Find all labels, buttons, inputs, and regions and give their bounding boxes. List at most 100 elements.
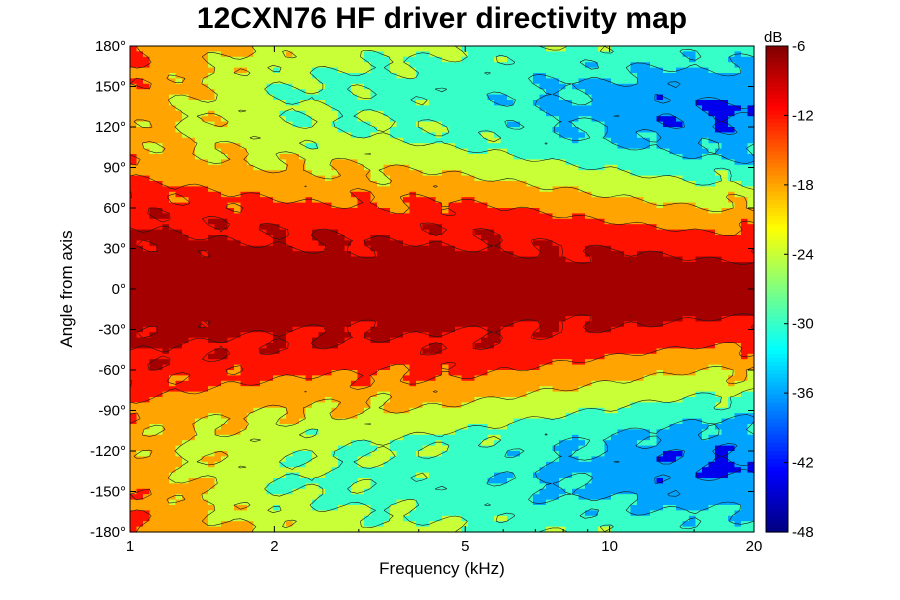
heatmap-cell xyxy=(689,154,697,160)
heatmap-cell xyxy=(279,191,287,198)
heatmap-cell xyxy=(312,213,320,220)
heatmap-cell xyxy=(299,181,307,187)
heatmap-cell xyxy=(240,294,248,301)
heatmap-cell xyxy=(240,116,248,123)
heatmap-cell xyxy=(299,116,307,123)
heatmap-cell xyxy=(676,245,684,252)
heatmap-cell xyxy=(149,89,157,96)
heatmap-cell xyxy=(214,143,222,150)
heatmap-cell xyxy=(513,51,521,58)
heatmap-cell xyxy=(208,170,216,177)
heatmap-cell xyxy=(455,181,463,187)
heatmap-cell xyxy=(741,186,749,193)
heatmap-cell xyxy=(559,62,567,69)
heatmap-cell xyxy=(539,148,547,155)
heatmap-cell xyxy=(455,256,463,263)
heatmap-cell xyxy=(507,148,515,155)
heatmap-cell xyxy=(533,294,541,301)
heatmap-cell xyxy=(188,186,196,193)
heatmap-cell xyxy=(650,132,658,139)
heatmap-cell xyxy=(702,46,710,52)
heatmap-cell xyxy=(572,289,580,295)
heatmap-cell xyxy=(390,100,398,106)
heatmap-cell xyxy=(598,235,606,241)
heatmap-cell xyxy=(273,148,281,155)
heatmap-cell xyxy=(591,170,599,177)
heatmap-cell xyxy=(585,245,593,252)
heatmap-cell xyxy=(305,127,313,133)
heatmap-cell xyxy=(559,83,567,90)
heatmap-cell xyxy=(507,240,515,247)
heatmap-cell xyxy=(201,299,209,306)
heatmap-cell xyxy=(643,143,651,150)
heatmap-cell xyxy=(143,202,151,209)
heatmap-cell xyxy=(188,191,196,198)
heatmap-cell xyxy=(546,299,554,306)
heatmap-cell xyxy=(572,283,580,290)
heatmap-cell xyxy=(624,100,632,106)
heatmap-cell xyxy=(383,186,391,193)
heatmap-cell xyxy=(279,272,287,279)
heatmap-cell xyxy=(474,208,482,214)
heatmap-cell xyxy=(221,191,229,198)
heatmap-cell xyxy=(552,321,560,328)
heatmap-cell xyxy=(572,148,580,155)
heatmap-cell xyxy=(312,202,320,209)
heatmap-cell xyxy=(526,89,534,96)
heatmap-cell xyxy=(546,181,554,187)
heatmap-cell xyxy=(370,202,378,209)
heatmap-cell xyxy=(416,305,424,312)
heatmap-cell xyxy=(572,143,580,150)
heatmap-cell xyxy=(526,294,534,301)
heatmap-cell xyxy=(169,272,177,279)
heatmap-cell xyxy=(409,213,417,220)
heatmap-cell xyxy=(435,202,443,209)
heatmap-cell xyxy=(312,278,320,285)
heatmap-cell xyxy=(520,121,528,128)
heatmap-cell xyxy=(461,121,469,128)
heatmap-cell xyxy=(292,143,300,150)
heatmap-cell xyxy=(617,100,625,106)
heatmap-cell xyxy=(539,127,547,133)
heatmap-cell xyxy=(208,94,216,101)
heatmap-cell xyxy=(344,267,352,274)
heatmap-cell xyxy=(156,321,164,328)
heatmap-cell xyxy=(253,229,261,236)
heatmap-cell xyxy=(513,283,521,290)
heatmap-cell xyxy=(279,121,287,128)
heatmap-cell xyxy=(747,197,755,204)
heatmap-cell xyxy=(149,181,157,187)
heatmap-cell xyxy=(240,256,248,263)
heatmap-cell xyxy=(175,132,183,139)
heatmap-cell xyxy=(591,132,599,139)
heatmap-cell xyxy=(292,256,300,263)
heatmap-cell xyxy=(357,235,365,241)
heatmap-cell xyxy=(344,159,352,166)
heatmap-cell xyxy=(240,186,248,193)
heatmap-cell xyxy=(162,251,170,258)
heatmap-cell xyxy=(292,305,300,312)
heatmap-cell xyxy=(279,213,287,220)
heatmap-cell xyxy=(728,62,736,69)
heatmap-cell xyxy=(422,310,430,317)
heatmap-cell xyxy=(253,218,261,225)
heatmap-cell xyxy=(234,164,242,171)
heatmap-cell xyxy=(500,116,508,123)
heatmap-cell xyxy=(338,305,346,312)
heatmap-cell xyxy=(201,262,209,268)
heatmap-cell xyxy=(344,235,352,241)
heatmap-cell xyxy=(507,116,515,123)
heatmap-cell xyxy=(591,164,599,171)
heatmap-cell xyxy=(403,62,411,69)
heatmap-cell xyxy=(409,148,417,155)
heatmap-cell xyxy=(702,105,710,112)
heatmap-cell xyxy=(650,121,658,128)
heatmap-cell xyxy=(526,56,534,63)
heatmap-cell xyxy=(598,137,606,144)
heatmap-cell xyxy=(689,94,697,101)
heatmap-cell xyxy=(715,208,723,214)
heatmap-cell xyxy=(455,305,463,312)
heatmap-cell xyxy=(403,299,411,306)
heatmap-cell xyxy=(377,154,385,160)
heatmap-cell xyxy=(351,62,359,69)
